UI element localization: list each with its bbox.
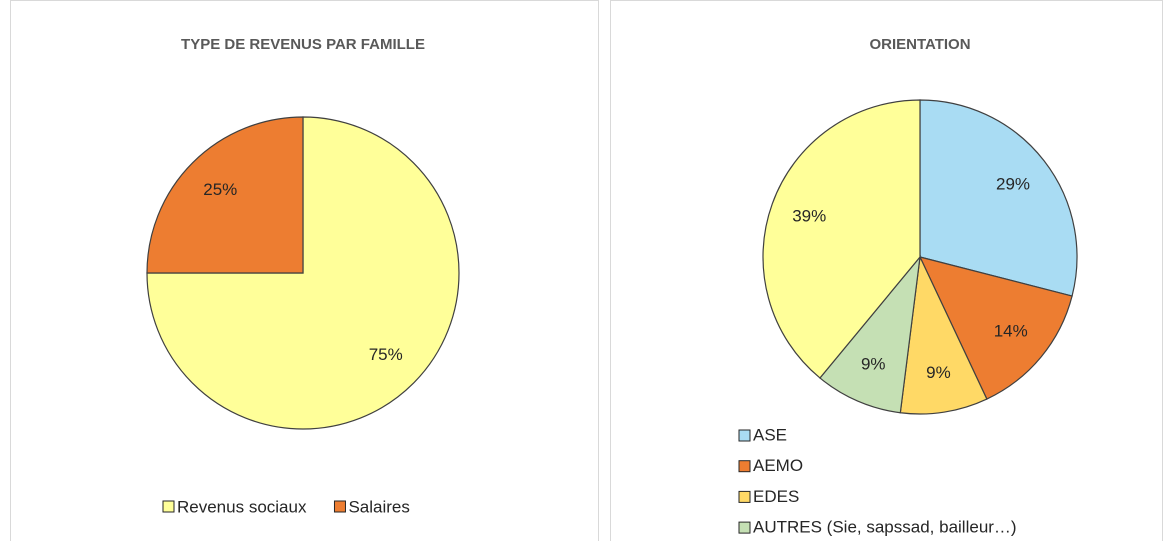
legend-swatch	[738, 490, 751, 503]
data-label: 14%	[994, 322, 1028, 341]
pie-slice	[918, 256, 1073, 400]
chart-title: ORIENTATION	[869, 36, 970, 53]
chart-title: TYPE DE REVENUS PAR FAMILLE	[181, 36, 425, 53]
data-label: 75%	[369, 345, 403, 364]
pie-slice	[146, 116, 304, 274]
pie-slice	[899, 254, 988, 415]
data-label: 29%	[996, 174, 1030, 193]
data-label: 25%	[203, 180, 237, 199]
legend-label: Revenus sociaux	[177, 497, 307, 516]
data-label: 9%	[926, 363, 951, 382]
legend-label: AUTRES (Sie, sapssad, bailleur…)	[753, 518, 1017, 537]
legend-label: ASE	[753, 425, 787, 444]
pie-slice	[762, 99, 921, 379]
pie-slice	[919, 99, 1078, 297]
legend-swatch	[333, 500, 346, 513]
pie-slice	[146, 116, 460, 430]
legend-swatch	[738, 429, 751, 442]
legend-label: EDES	[753, 487, 799, 506]
legend-swatch	[162, 500, 175, 513]
legend-swatch	[738, 460, 751, 473]
data-label: 39%	[792, 207, 826, 226]
legend-swatch	[738, 521, 751, 534]
legend-label: AEMO	[753, 456, 803, 475]
legend-label: Salaires	[348, 497, 409, 516]
data-label: 9%	[861, 355, 886, 374]
pie-slice	[819, 255, 921, 414]
